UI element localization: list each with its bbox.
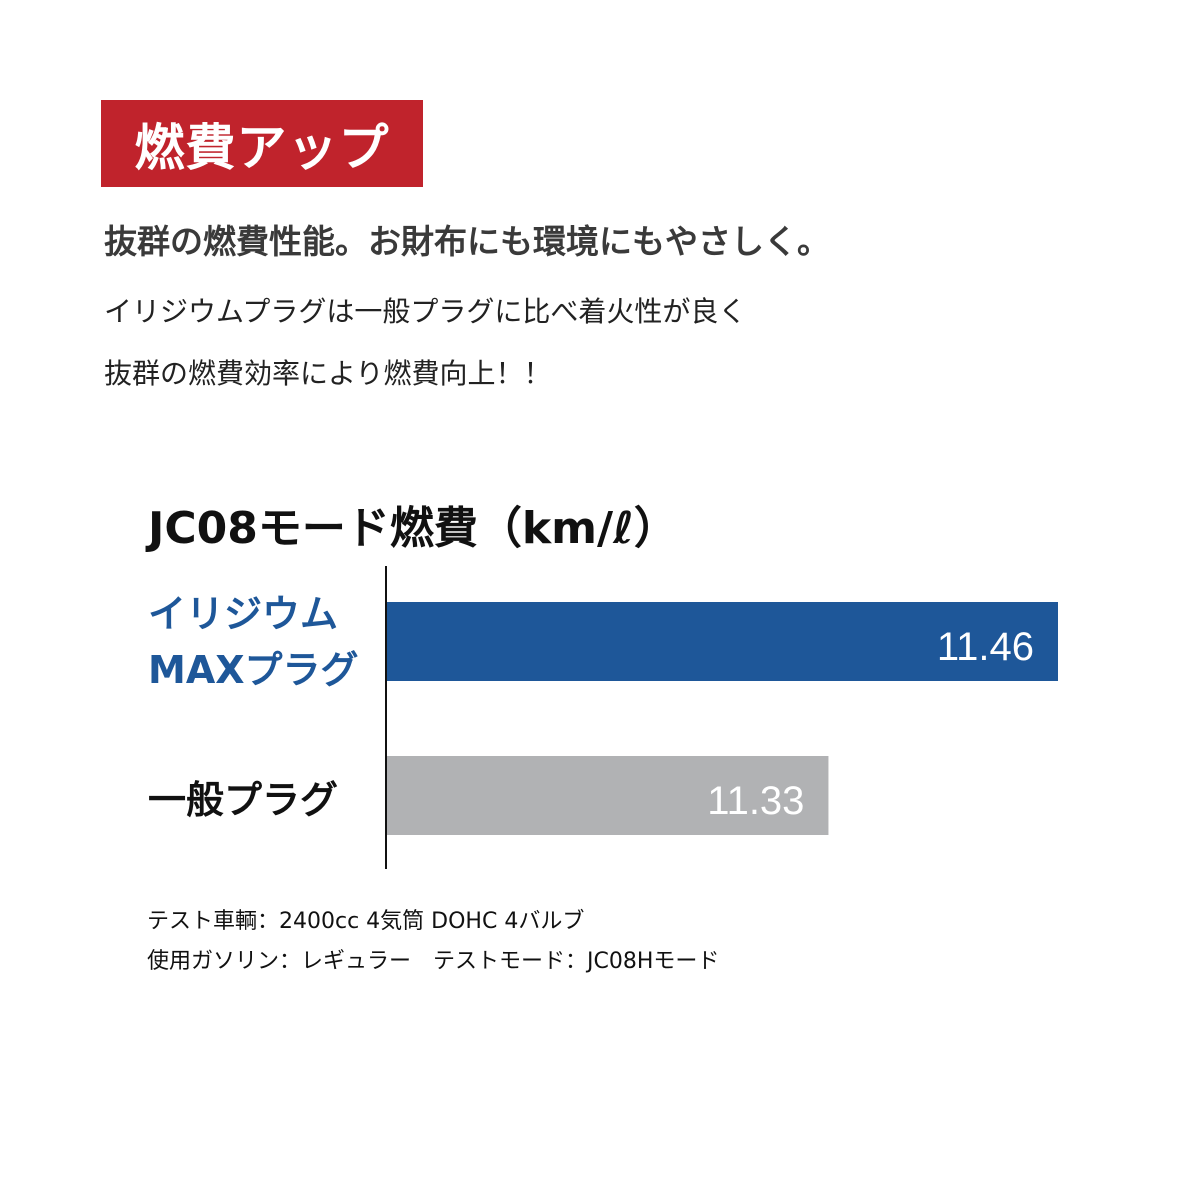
test-note-mode: 使用ガソリン：レギュラー テストモード：JC08Hモード	[147, 949, 720, 974]
bar-standard	[387, 756, 829, 835]
category-label-line: イリジウム	[148, 592, 339, 636]
headline: 抜群の燃費性能。お財布にも環境にもやさしく。	[104, 222, 830, 261]
data-label-standard: 11.33	[707, 779, 804, 823]
body-line-2: 抜群の燃費効率により燃費向上！！	[104, 357, 552, 390]
bar-iridium	[387, 602, 1058, 681]
body-line-1: イリジウムプラグは一般プラグに比べ着火性が良く	[104, 295, 747, 328]
chart-title: JC08モード燃費（km/ℓ）	[148, 503, 678, 554]
category-label-line: MAXプラグ	[148, 648, 359, 692]
category-label-iridium: イリジウム MAXプラグ	[148, 586, 359, 698]
category-label-standard: 一般プラグ	[148, 772, 338, 828]
category-label-line: 一般プラグ	[148, 778, 339, 822]
section-badge: 燃費アップ	[101, 100, 423, 187]
data-label-iridium: 11.46	[937, 625, 1034, 669]
test-note-vehicle: テスト車輌：2400cc 4気筒 DOHC 4バルブ	[147, 909, 585, 934]
